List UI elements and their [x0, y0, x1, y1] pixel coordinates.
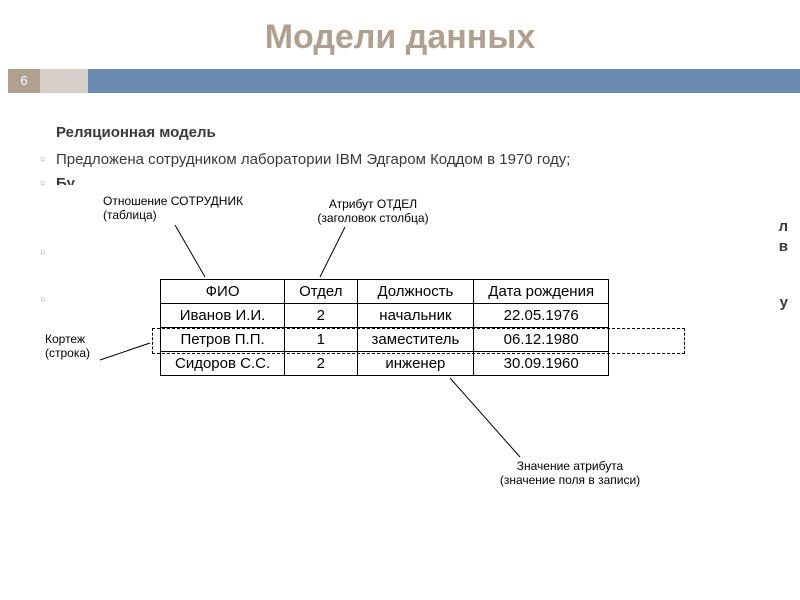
table-row: Иванов И.И. 2 начальник 22.05.1976	[161, 304, 609, 328]
cell: 2	[285, 352, 357, 376]
cell: заместитель	[357, 328, 474, 352]
col-pos: Должность	[357, 280, 474, 304]
annotation-tuple: Кортеж(строка)	[45, 333, 135, 361]
annotation-value: Значение атрибута(значение поля в записи…	[470, 460, 670, 488]
cell: 06.12.1980	[474, 328, 609, 352]
col-dob: Дата рождения	[474, 280, 609, 304]
slide-title: Модели данных	[0, 0, 800, 69]
employee-table: ФИО Отдел Должность Дата рождения Иванов…	[160, 279, 609, 376]
paragraph-1: Предложена сотрудником лаборатории IBM Э…	[56, 148, 760, 171]
cell: 30.09.1960	[474, 352, 609, 376]
cell: Сидоров С.С.	[161, 352, 285, 376]
cell: инженер	[357, 352, 474, 376]
cell: начальник	[357, 304, 474, 328]
table-row: Петров П.П. 1 заместитель 06.12.1980	[161, 328, 609, 352]
col-fio: ФИО	[161, 280, 285, 304]
band-blue	[88, 69, 800, 93]
cell: Петров П.П.	[161, 328, 285, 352]
subtitle: Реляционная модель	[56, 121, 760, 144]
table-header-row: ФИО Отдел Должность Дата рождения	[161, 280, 609, 304]
relational-diagram: Отношение СОТРУДНИК(таблица) Атрибут ОТД…	[45, 185, 755, 545]
table-row: Сидоров С.С. 2 инженер 30.09.1960	[161, 352, 609, 376]
peek-text-2: в	[779, 238, 788, 255]
cell: Иванов И.И.	[161, 304, 285, 328]
annotation-relation: Отношение СОТРУДНИК(таблица)	[103, 195, 253, 223]
cell: 22.05.1976	[474, 304, 609, 328]
band-grey	[40, 69, 88, 93]
cell: 1	[285, 328, 357, 352]
peek-text-1: л	[778, 218, 788, 235]
annotation-attribute: Атрибут ОТДЕЛ(заголовок столбца)	[293, 198, 453, 226]
page-number: 6	[8, 69, 40, 93]
cell: 2	[285, 304, 357, 328]
peek-text-3: у	[780, 294, 788, 311]
header-band: 6	[0, 69, 800, 93]
col-dept: Отдел	[285, 280, 357, 304]
